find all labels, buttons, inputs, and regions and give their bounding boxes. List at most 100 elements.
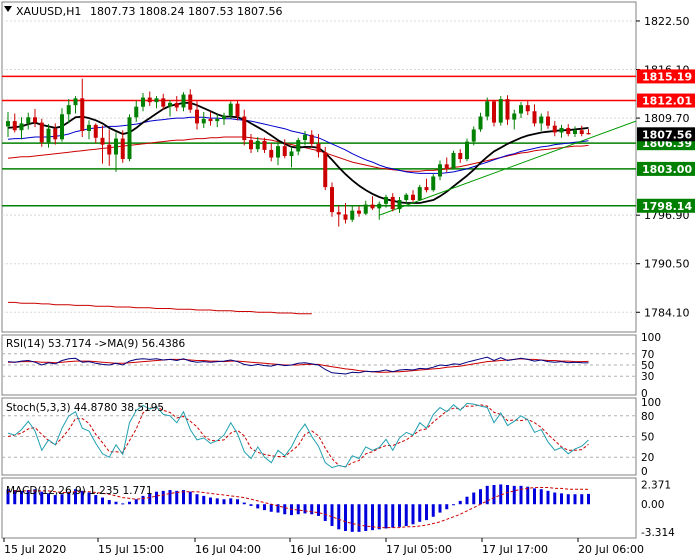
candle — [188, 89, 193, 113]
macd-tick-label: -3.314 — [641, 527, 675, 539]
candle-body — [417, 187, 422, 200]
macd-bar — [391, 504, 395, 528]
candle-body — [579, 130, 584, 134]
candle-body — [546, 116, 550, 126]
stoch-tick-label: 100 — [641, 397, 661, 409]
candle — [519, 102, 523, 119]
macd-bar — [479, 489, 482, 505]
candle — [316, 134, 321, 158]
candle-body — [73, 98, 78, 106]
candle — [289, 146, 294, 168]
macd-bar — [67, 491, 71, 505]
candle — [215, 114, 220, 128]
candle — [424, 178, 429, 193]
candle — [6, 112, 10, 138]
macd-bar — [418, 504, 422, 522]
macd-bar — [411, 504, 415, 525]
stoch-axis: 100 80 50 20 0 — [641, 397, 661, 478]
macd-signal-line — [7, 487, 589, 529]
macd-bar — [195, 494, 199, 505]
chevron-down-icon[interactable] — [4, 6, 12, 12]
candle — [438, 160, 442, 181]
candle — [586, 129, 591, 135]
candle — [444, 157, 449, 172]
candle-body — [411, 194, 415, 200]
candle-body — [296, 140, 301, 152]
stoch-panel[interactable]: 100 80 50 20 0 Stoch(5,3,3) 44.8780 38.5195 — [1, 397, 661, 478]
rsi-tick-label: 30 — [641, 371, 654, 383]
macd-bar — [465, 496, 469, 505]
macd-bar — [249, 504, 253, 506]
candle — [147, 91, 152, 106]
macd-panel[interactable]: 2.371 0.00 -3.314 MACD(12,26,9) 1.235 1.77… — [1, 477, 675, 539]
price-panel[interactable]: 1822.501816.101809.701796.901790.501784.… — [1, 1, 695, 333]
candle-body — [12, 121, 17, 131]
macd-bar — [175, 490, 179, 505]
stoch-tick-label: 20 — [641, 452, 654, 464]
candle-body — [134, 106, 139, 118]
candle — [134, 100, 139, 122]
candle-body — [532, 111, 537, 124]
macd-bar — [364, 504, 368, 531]
candle — [498, 96, 503, 126]
price-tick-label: 1809.70 — [644, 112, 690, 125]
candle — [168, 99, 172, 117]
candle-body — [222, 115, 226, 119]
candle-body — [505, 99, 510, 120]
candle-body — [512, 113, 517, 120]
candle-body — [114, 138, 118, 155]
time-tick-label: 15 Jul 15:00 — [98, 543, 164, 556]
candle-body — [26, 117, 31, 124]
price-trendline[interactable] — [379, 120, 637, 216]
candle-body — [552, 125, 557, 133]
candle — [141, 93, 145, 112]
macd-bar — [148, 493, 152, 505]
candle-body — [431, 176, 436, 191]
macd-bar — [553, 492, 557, 505]
candle-body — [492, 101, 496, 123]
candle-body — [303, 134, 307, 141]
time-axis: 15 Jul 2020 15 Jul 15:00 16 Jul 04:00 16 Ju… — [3, 538, 644, 556]
candle — [390, 193, 395, 212]
macd-bar — [155, 491, 158, 505]
candle — [397, 196, 402, 213]
candle-body — [208, 118, 213, 122]
macd-bar — [94, 495, 98, 505]
rsi-tick-label: 50 — [641, 360, 654, 372]
candle — [579, 125, 584, 137]
candle-body — [404, 194, 409, 200]
macd-bar — [33, 489, 37, 505]
level-tag — [637, 161, 695, 176]
candle — [120, 130, 125, 163]
stoch-lines — [7, 402, 589, 469]
ohlc-label: 1807.73 1808.24 1807.53 1807.56 — [90, 5, 282, 18]
candle-body — [195, 109, 199, 124]
candle — [181, 92, 186, 112]
candle-body — [93, 124, 98, 138]
candle-body — [323, 152, 328, 188]
candle-body — [127, 117, 132, 160]
candle-body — [586, 133, 591, 135]
candle — [471, 126, 476, 146]
candle — [417, 184, 422, 201]
macd-bar — [229, 498, 233, 505]
macd-bar — [472, 492, 476, 505]
price-candles[interactable] — [6, 78, 591, 227]
level-tag — [637, 69, 695, 84]
candle — [492, 99, 496, 127]
macd-bar — [317, 504, 320, 516]
macd-bar — [6, 489, 10, 505]
candle — [485, 97, 490, 121]
level-tag-label: 1798.14 — [642, 200, 692, 213]
candle-body — [181, 94, 186, 108]
candle — [303, 130, 307, 146]
candle — [46, 124, 51, 148]
macd-bar — [26, 490, 30, 505]
macd-bar — [303, 504, 307, 514]
macd-bar — [425, 504, 428, 521]
time-tick-label: 17 Jul 05:00 — [386, 543, 452, 556]
candle — [343, 203, 348, 224]
